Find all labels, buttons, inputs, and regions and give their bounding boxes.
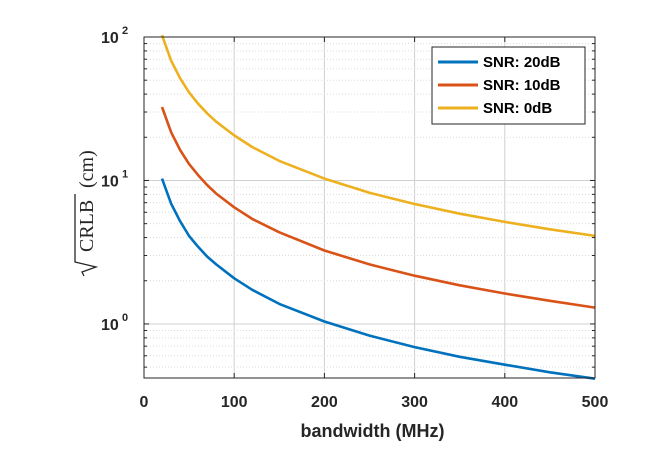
y-tick-label: 10 1 [101,168,128,190]
y-tick-label-exponent: 2 [122,25,128,37]
legend-label: SNR: 0dB [483,100,552,117]
x-tick-label: 200 [311,394,338,411]
y-tick-label-base: 10 [101,173,119,190]
x-tick-label: 500 [582,394,609,411]
legend-label: SNR: 20dB [483,54,561,71]
y-tick-label: 10 2 [101,25,128,47]
x-tick-label: 0 [140,394,149,411]
legend: SNR: 20dB SNR: 10dB SNR: 0dB [431,46,586,125]
series-line [160,178,596,380]
y-axis-label-sqrt-term: CRLB [76,200,98,252]
sqrt-symbol [74,194,99,277]
y-axis-label-unit: (cm) [76,150,98,188]
axis-ticks [143,36,596,378]
y-tick-label-base: 10 [101,30,119,47]
x-axis-label: bandwidth (MHz) [301,421,445,441]
y-tick-label: 10 0 [101,312,128,334]
series-line [160,106,596,309]
y-axis-label: CRLB (cm) [74,150,99,277]
y-tick-label-exponent: 0 [122,312,128,324]
x-tick-labels: 0 100 200 300 400 500 [140,394,609,411]
x-tick-label: 400 [491,394,518,411]
y-tick-label-exponent: 1 [122,168,128,180]
legend-label: SNR: 10dB [483,77,561,94]
series-lines [160,34,596,380]
x-tick-label: 300 [401,394,428,411]
series-line [160,34,596,238]
x-tick-label: 100 [221,394,248,411]
plot-area-border [143,36,596,379]
y-tick-label-base: 10 [101,317,119,334]
